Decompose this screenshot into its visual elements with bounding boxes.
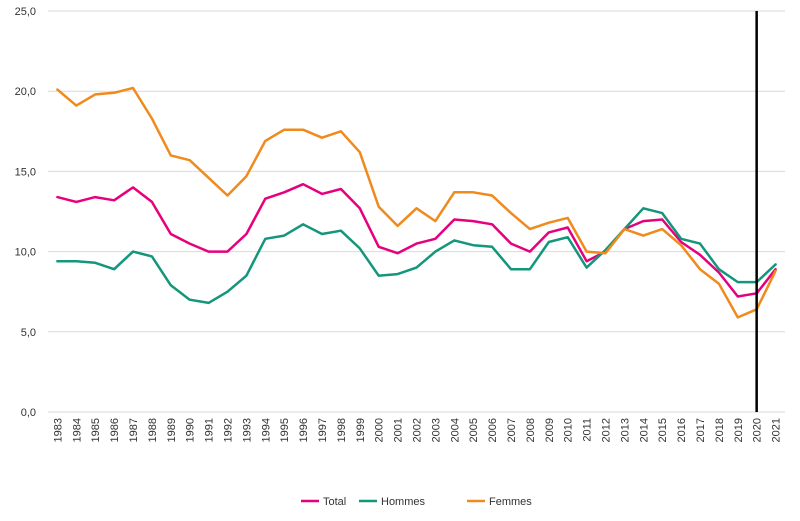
x-tick-label: 2005: [468, 418, 480, 442]
series-line-total: [56, 182, 777, 298]
x-tick-label: 1999: [355, 418, 367, 442]
y-tick-label: 10,0: [15, 247, 36, 259]
x-tick-label: 1989: [166, 418, 178, 442]
x-tick-label: 1986: [109, 418, 121, 442]
x-tick-label: 1993: [241, 418, 253, 442]
series-line-hommes: [56, 207, 777, 305]
series-lines: [56, 86, 777, 319]
x-tick-label: 2013: [619, 418, 631, 442]
x-tick-label: 2006: [487, 418, 499, 442]
x-tick-label: 2010: [563, 418, 575, 442]
x-tick-label: 2011: [582, 418, 594, 442]
y-tick-label: 25,0: [15, 6, 36, 18]
y-tick-label: 5,0: [21, 327, 36, 339]
x-tick-label: 1994: [260, 418, 272, 442]
series-line-femmes: [56, 86, 777, 319]
x-tick-label: 2003: [430, 418, 442, 442]
legend-label-femmes: Femmes: [489, 496, 532, 508]
x-tick-label: 1983: [52, 418, 64, 442]
x-tick-label: 1997: [317, 418, 329, 442]
x-tick-label: 2001: [393, 418, 405, 442]
gridlines: [48, 10, 785, 413]
legend-label-total: Total: [323, 496, 346, 508]
x-tick-label: 1990: [185, 418, 197, 442]
y-axis-ticks: 0,0 5,0 10,0 15,0 20,0 25,0: [15, 6, 36, 419]
x-tick-label: 2017: [695, 418, 707, 442]
x-tick-label: 2018: [714, 418, 726, 442]
x-tick-label: 2004: [449, 418, 461, 442]
x-axis-ticks: 1983 1984 1985 1986 1987 1988 1989 1990 1991 1992…: [52, 418, 782, 442]
x-tick-label: 1987: [128, 418, 140, 442]
x-tick-label: 1984: [71, 418, 83, 442]
x-tick-label: 1992: [223, 418, 235, 442]
legend-label-hommes: Hommes: [381, 496, 426, 508]
x-tick-label: 2015: [657, 418, 669, 442]
x-tick-label: 2000: [374, 418, 386, 442]
x-tick-label: 1996: [298, 418, 310, 442]
x-tick-label: 2007: [506, 418, 518, 442]
x-tick-label: 2012: [600, 418, 612, 442]
x-tick-label: 2014: [638, 418, 650, 442]
x-tick-label: 1991: [204, 418, 216, 442]
x-tick-label: 2021: [771, 418, 783, 442]
x-tick-label: 2020: [752, 418, 764, 442]
x-tick-label: 2019: [733, 418, 745, 442]
x-tick-label: 2009: [544, 418, 556, 442]
x-tick-label: 1998: [336, 418, 348, 442]
legend: Total Hommes Femmes: [301, 496, 532, 508]
x-tick-label: 2008: [525, 418, 537, 442]
x-tick-label: 1995: [279, 418, 291, 442]
y-tick-label: 15,0: [15, 166, 36, 178]
x-tick-label: 2002: [412, 418, 424, 442]
x-tick-label: 2016: [676, 418, 688, 442]
y-tick-label: 0,0: [21, 407, 36, 419]
x-tick-label: 1988: [147, 418, 159, 442]
y-tick-label: 20,0: [15, 86, 36, 98]
x-tick-label: 1985: [90, 418, 102, 442]
